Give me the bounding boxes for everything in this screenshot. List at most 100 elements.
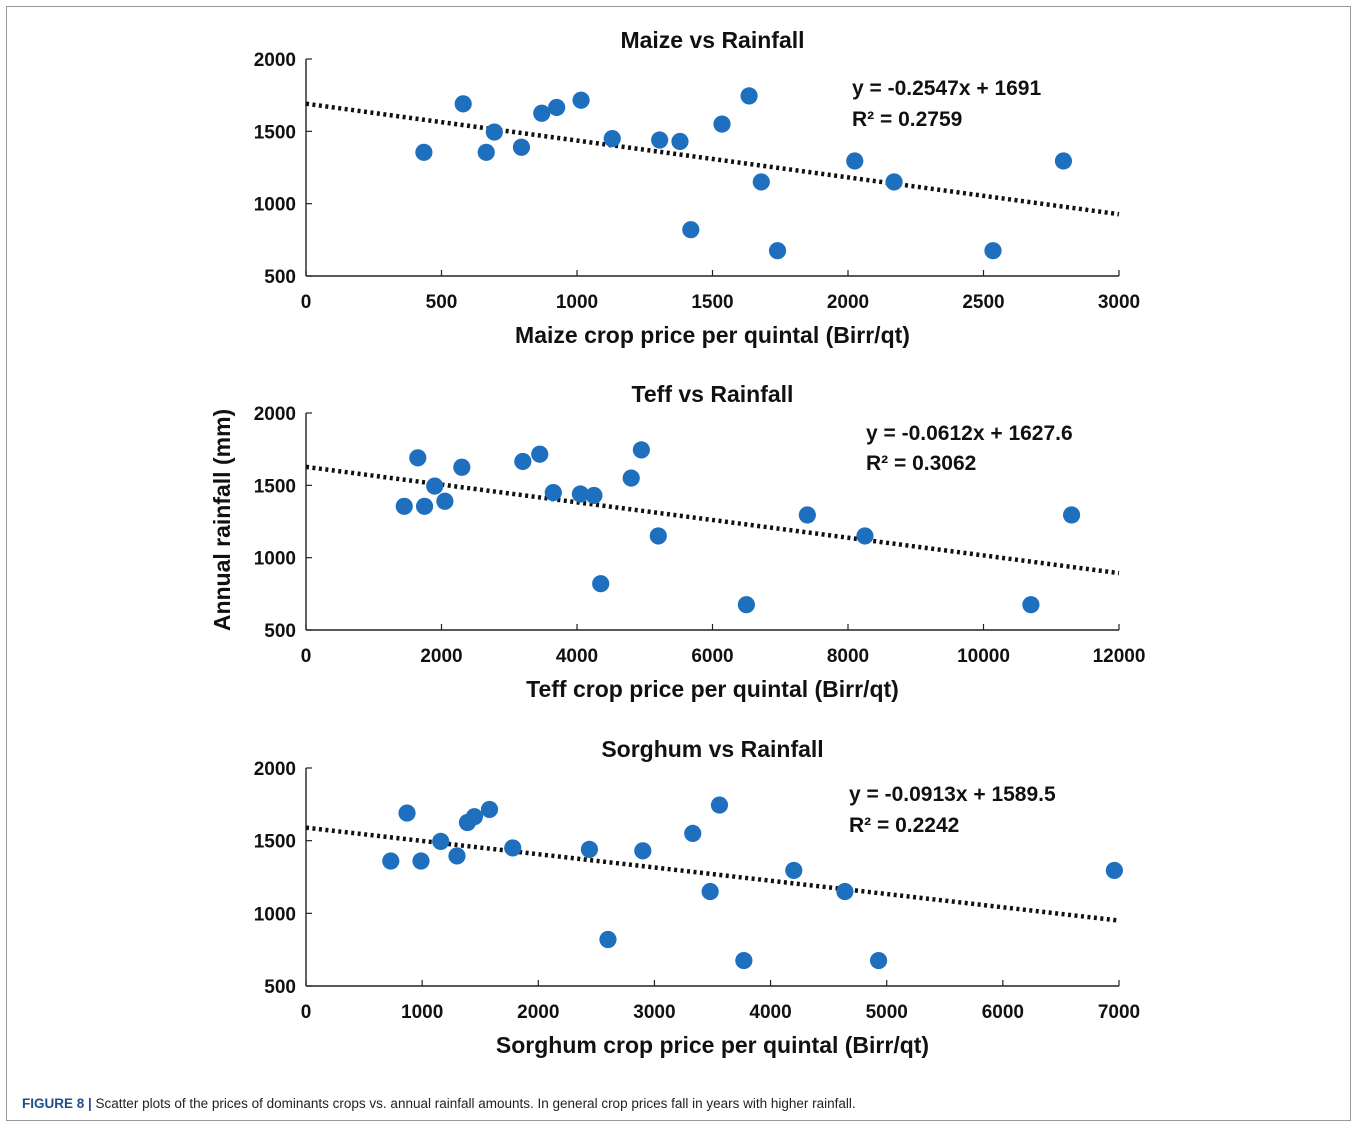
x-tick-label: 4000 <box>556 646 598 667</box>
x-tick-label: 2500 <box>962 292 1004 313</box>
data-point <box>649 527 667 545</box>
x-tick-label: 8000 <box>827 646 869 667</box>
r-squared-label: R² = 0.2242 <box>849 814 959 837</box>
y-tick-label: 1500 <box>254 122 296 143</box>
data-point <box>415 143 433 161</box>
data-point <box>432 832 450 850</box>
data-point <box>382 852 400 870</box>
caption-label: FIGURE 8 | <box>22 1096 92 1111</box>
x-tick-label: 0 <box>301 1002 312 1023</box>
x-tick-label: 0 <box>301 646 312 667</box>
x-tick-label: 6000 <box>691 646 733 667</box>
data-point <box>1062 506 1081 524</box>
trend-equation: y = -0.0612x + 1627.6 <box>866 422 1073 445</box>
trend-equation: y = -0.2547x + 1691 <box>852 77 1041 100</box>
trendline <box>305 101 1120 217</box>
chart-title: Sorghum vs Rainfall <box>601 736 823 762</box>
data-point <box>713 115 731 133</box>
x-tick-label: 4000 <box>749 1002 791 1023</box>
data-point <box>548 98 566 117</box>
data-point <box>752 173 770 191</box>
data-point <box>798 506 816 524</box>
y-tick-label: 500 <box>264 977 296 998</box>
x-axis-label: Sorghum crop price per quintal (Birr/qt) <box>496 1032 929 1058</box>
data-point <box>465 808 484 826</box>
y-tick-label: 1000 <box>254 549 296 570</box>
chart-title: Teff vs Rainfall <box>632 381 794 407</box>
data-point <box>710 796 729 814</box>
x-axis-label: Teff crop price per quintal (Birr/qt) <box>526 676 899 702</box>
x-tick-label: 3000 <box>1098 292 1140 313</box>
x-tick-label: 2000 <box>827 292 869 313</box>
data-point <box>684 824 702 843</box>
x-tick-label: 500 <box>426 292 458 313</box>
chart-title: Maize vs Rainfall <box>620 27 804 53</box>
data-point <box>603 129 621 148</box>
x-tick-label: 0 <box>301 292 312 313</box>
x-tick-label: 12000 <box>1093 646 1146 667</box>
x-tick-label: 1000 <box>556 292 598 313</box>
data-point <box>453 458 471 476</box>
y-tick-label: 2000 <box>254 50 296 71</box>
x-tick-label: 3000 <box>633 1002 675 1023</box>
data-point <box>585 486 603 505</box>
data-point <box>436 492 454 510</box>
data-point <box>409 449 427 467</box>
data-point <box>984 242 1002 260</box>
data-point <box>415 497 434 515</box>
data-point <box>740 87 758 105</box>
data-point <box>485 123 503 141</box>
data-point <box>735 951 753 970</box>
y-tick-label: 1000 <box>254 904 296 925</box>
caption-text: Scatter plots of the prices of dominants… <box>91 1096 856 1111</box>
r-squared-label: R² = 0.2759 <box>852 108 962 131</box>
data-point <box>632 441 650 459</box>
data-point <box>1022 596 1040 614</box>
data-point <box>572 91 590 109</box>
data-point <box>599 930 617 949</box>
data-point <box>533 104 551 122</box>
trendline <box>305 825 1120 923</box>
r-squared-label: R² = 0.3062 <box>866 452 976 475</box>
data-point <box>737 596 755 614</box>
data-point <box>634 842 652 860</box>
x-tick-label: 7000 <box>1098 1002 1140 1023</box>
data-point <box>580 840 598 858</box>
figure-frame <box>6 6 1351 1121</box>
data-point <box>785 861 803 880</box>
data-point <box>836 882 854 901</box>
data-point <box>477 143 495 161</box>
data-point <box>846 152 864 170</box>
y-tick-label: 1500 <box>254 832 296 853</box>
data-point <box>480 800 499 819</box>
data-point <box>768 242 787 260</box>
data-point <box>395 497 413 515</box>
x-tick-label: 1000 <box>401 1002 443 1023</box>
data-point <box>531 445 549 463</box>
x-tick-label: 5000 <box>866 1002 908 1023</box>
data-point <box>622 469 640 487</box>
data-point <box>885 173 903 191</box>
data-point <box>869 951 888 970</box>
data-point <box>426 477 444 495</box>
x-tick-label: 2000 <box>517 1002 559 1023</box>
x-axis-label: Maize crop price per quintal (Birr/qt) <box>515 322 910 348</box>
data-point <box>512 138 531 156</box>
y-tick-label: 1000 <box>254 195 296 216</box>
x-tick-label: 10000 <box>957 646 1010 667</box>
data-point <box>1105 861 1123 880</box>
data-point <box>544 483 562 502</box>
data-point <box>398 804 416 822</box>
x-tick-label: 1500 <box>691 292 733 313</box>
data-point <box>412 852 430 870</box>
y-tick-label: 2000 <box>254 404 296 425</box>
y-tick-label: 1500 <box>254 476 296 497</box>
data-point <box>571 485 589 503</box>
y-tick-label: 2000 <box>254 759 296 780</box>
trend-equation: y = -0.0913x + 1589.5 <box>849 783 1056 806</box>
data-point <box>856 527 874 545</box>
x-tick-label: 6000 <box>982 1002 1024 1023</box>
data-point <box>504 839 522 857</box>
figure-caption: FIGURE 8 | Scatter plots of the prices o… <box>22 1096 856 1111</box>
data-point <box>701 882 719 901</box>
